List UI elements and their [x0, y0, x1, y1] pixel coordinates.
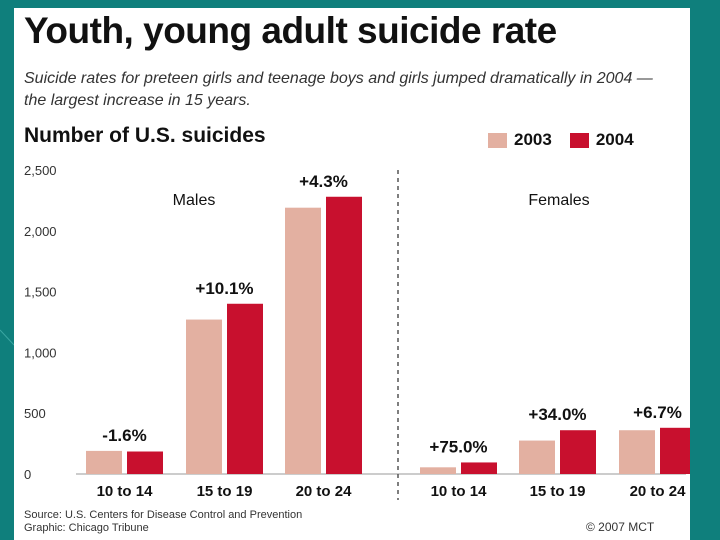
- bar-males-2004-2: [227, 303, 263, 474]
- y-tick-label: 2,000: [24, 224, 57, 239]
- bar-males-2003-3: [285, 207, 321, 475]
- x-tick-label: 15 to 19: [197, 483, 253, 500]
- legend: 2003 2004: [488, 130, 634, 150]
- x-tick-label: 15 to 19: [530, 483, 586, 500]
- bar-females-2003-3: [619, 430, 655, 474]
- y-tick-label: 1,500: [24, 285, 57, 300]
- x-tick-label: 10 to 14: [431, 483, 488, 500]
- change-label: +75.0%: [429, 437, 487, 456]
- y-tick-label: 1,000: [24, 345, 57, 360]
- x-tick-label: 20 to 24: [630, 483, 687, 500]
- y-tick-label: 500: [24, 406, 46, 421]
- bar-females-2004-2: [560, 430, 596, 474]
- source-note: Source: U.S. Centers for Disease Control…: [24, 509, 444, 535]
- bar-males-2004-3: [326, 196, 362, 474]
- y-tick-label: 0: [24, 467, 31, 482]
- bar-females-2003-1: [420, 467, 456, 474]
- change-label: -1.6%: [102, 426, 146, 445]
- bar-chart: 2,500 2,000 1,500 1,000 500 0 Males -1.6% 10 to …: [24, 163, 690, 500]
- change-label: +34.0%: [528, 405, 586, 424]
- graphic-credit: Graphic: Chicago Tribune: [24, 522, 149, 534]
- source-text: Source: U.S. Centers for Disease Control…: [24, 509, 303, 521]
- change-label: +6.7%: [633, 403, 682, 422]
- legend-item-2004: 2004: [569, 130, 634, 150]
- group-label-females: Females: [528, 192, 589, 209]
- bar-females-2004-3: [660, 427, 690, 474]
- chart-title: Youth, young adult suicide rate: [24, 10, 557, 51]
- bar-males-2003-2: [186, 319, 222, 474]
- x-tick-label: 10 to 14: [97, 483, 154, 500]
- chart-heading: Number of U.S. suicides: [24, 124, 266, 147]
- infographic-panel: Youth, young adult suicide rate Suicide …: [14, 8, 690, 540]
- bar-females-2004-1: [461, 462, 497, 474]
- legend-item-2003: 2003: [488, 130, 552, 150]
- x-tick-label: 20 to 24: [296, 483, 353, 500]
- legend-label-2003: 2003: [514, 130, 552, 149]
- legend-swatch-2003: [488, 132, 507, 148]
- bar-females-2003-2: [519, 440, 555, 474]
- y-tick-label: 2,500: [24, 163, 57, 178]
- copyright: © 2007 MCT: [586, 520, 655, 534]
- legend-label-2004: 2004: [595, 130, 634, 149]
- legend-swatch-2004: [569, 132, 589, 148]
- bar-males-2004-1: [127, 451, 163, 474]
- group-label-males: Males: [173, 192, 216, 209]
- chart-subtitle: Suicide rates for preteen girls and teen…: [24, 70, 653, 109]
- bar-males-2003-1: [86, 450, 122, 474]
- change-label: +10.1%: [195, 279, 253, 298]
- change-label: +4.3%: [299, 172, 348, 191]
